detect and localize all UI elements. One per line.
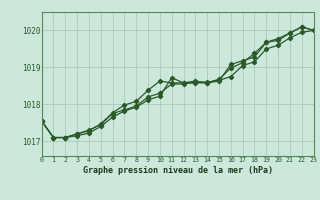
X-axis label: Graphe pression niveau de la mer (hPa): Graphe pression niveau de la mer (hPa)	[83, 166, 273, 175]
